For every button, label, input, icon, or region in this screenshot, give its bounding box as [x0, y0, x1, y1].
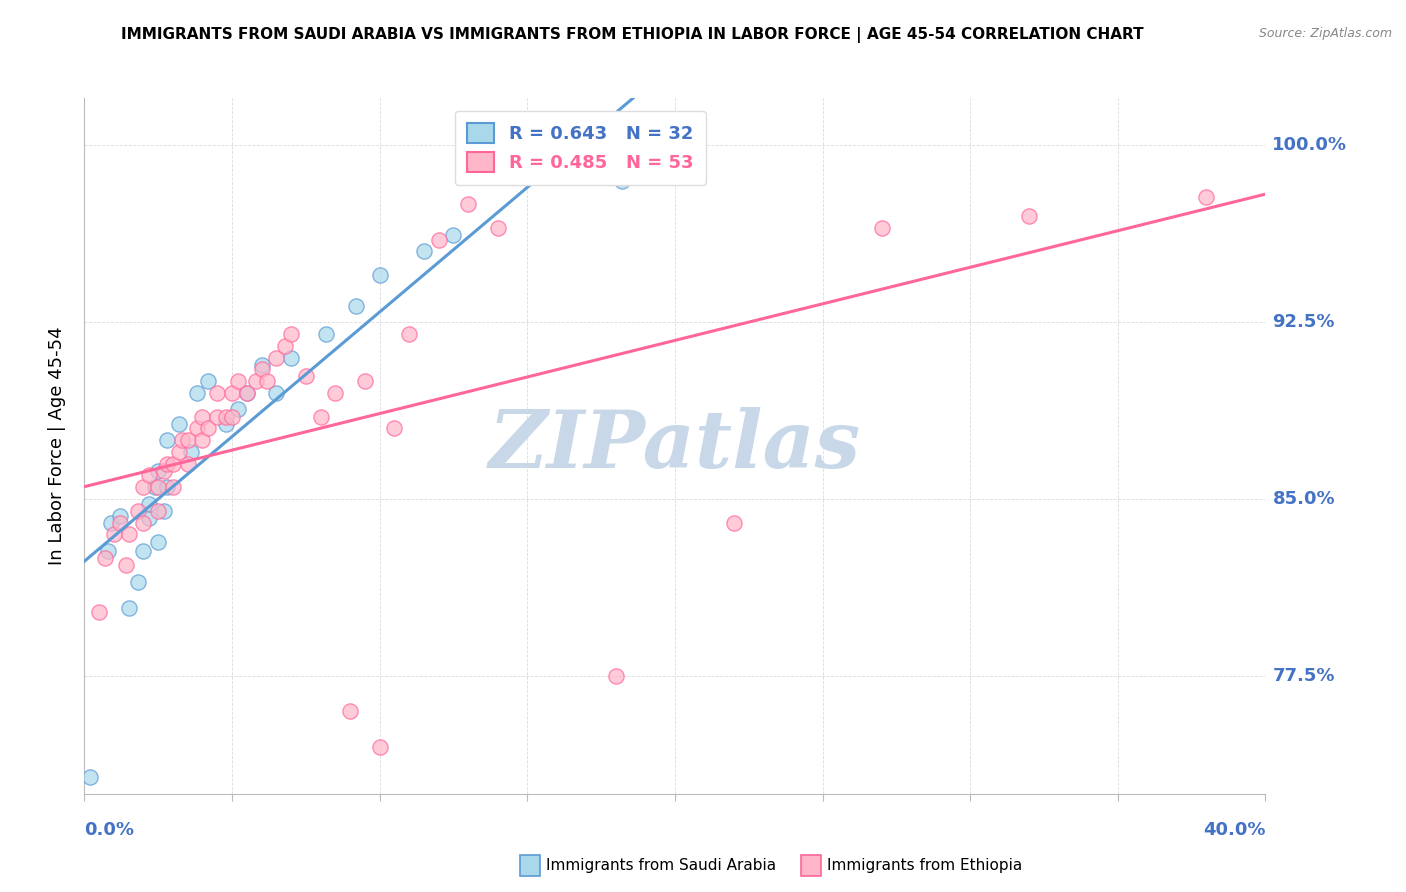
Text: IMMIGRANTS FROM SAUDI ARABIA VS IMMIGRANTS FROM ETHIOPIA IN LABOR FORCE | AGE 45: IMMIGRANTS FROM SAUDI ARABIA VS IMMIGRAN… — [121, 27, 1144, 43]
Point — [354, 374, 377, 388]
Point — [108, 508, 131, 523]
Point — [138, 511, 160, 525]
Point — [167, 417, 190, 431]
Text: 85.0%: 85.0% — [1272, 490, 1336, 508]
Point — [295, 369, 318, 384]
Point — [382, 421, 406, 435]
Point — [156, 480, 179, 494]
Point — [368, 268, 391, 282]
Text: ZIPatlas: ZIPatlas — [489, 408, 860, 484]
Point — [191, 433, 214, 447]
Point — [127, 504, 149, 518]
Point — [118, 600, 141, 615]
Point — [132, 544, 155, 558]
Text: Source: ZipAtlas.com: Source: ZipAtlas.com — [1258, 27, 1392, 40]
Y-axis label: In Labor Force | Age 45-54: In Labor Force | Age 45-54 — [48, 326, 66, 566]
Point — [177, 457, 200, 471]
Point — [170, 433, 193, 447]
Text: 0.0%: 0.0% — [84, 821, 135, 838]
Point — [264, 351, 288, 365]
Point — [605, 669, 627, 683]
Point — [114, 558, 136, 573]
Point — [723, 516, 745, 530]
Point — [162, 457, 184, 471]
Point — [870, 220, 893, 235]
Point — [235, 386, 259, 401]
Point — [280, 351, 302, 365]
Point — [180, 445, 202, 459]
Point — [256, 374, 278, 388]
Point — [156, 457, 179, 471]
Point — [486, 220, 509, 235]
Point — [132, 480, 155, 494]
Point — [138, 468, 160, 483]
Point — [100, 516, 122, 530]
Point — [197, 421, 219, 435]
Point — [457, 197, 479, 211]
Point — [344, 299, 367, 313]
Point — [245, 374, 267, 388]
Point — [186, 421, 208, 435]
Point — [132, 516, 155, 530]
Text: Immigrants from Saudi Arabia: Immigrants from Saudi Arabia — [546, 858, 776, 872]
Point — [191, 409, 214, 424]
Point — [610, 174, 633, 188]
Point — [103, 527, 125, 541]
Point — [186, 386, 208, 401]
Point — [118, 527, 141, 541]
Point — [215, 417, 238, 431]
Point — [148, 480, 170, 494]
Point — [87, 605, 111, 619]
Point — [156, 433, 179, 447]
Point — [274, 339, 297, 353]
Point — [427, 233, 450, 247]
Point — [1018, 209, 1040, 223]
Point — [127, 574, 149, 589]
Legend: R = 0.643   N = 32, R = 0.485   N = 53: R = 0.643 N = 32, R = 0.485 N = 53 — [454, 111, 706, 185]
Point — [138, 497, 160, 511]
Point — [264, 386, 288, 401]
Point — [413, 244, 436, 259]
Text: 100.0%: 100.0% — [1272, 136, 1347, 154]
Point — [167, 445, 190, 459]
Point — [226, 402, 249, 417]
Point — [197, 374, 219, 388]
Point — [162, 480, 184, 494]
Point — [323, 386, 347, 401]
Point — [143, 480, 166, 494]
Point — [398, 326, 420, 341]
Point — [441, 227, 464, 242]
Point — [235, 386, 259, 401]
Point — [368, 739, 391, 754]
Point — [221, 386, 243, 401]
Point — [339, 704, 361, 718]
Point — [148, 534, 170, 549]
Point — [1195, 190, 1218, 204]
Point — [153, 464, 176, 478]
Point — [97, 544, 120, 558]
Text: 92.5%: 92.5% — [1272, 313, 1334, 331]
Point — [79, 770, 101, 784]
Point — [148, 464, 170, 478]
Point — [205, 409, 228, 424]
Point — [108, 516, 131, 530]
Point — [640, 150, 662, 164]
Point — [94, 551, 117, 566]
Text: Immigrants from Ethiopia: Immigrants from Ethiopia — [827, 858, 1022, 872]
Point — [250, 362, 273, 376]
Point — [215, 409, 238, 424]
Point — [280, 326, 302, 341]
Point — [226, 374, 249, 388]
Point — [205, 386, 228, 401]
Point — [309, 409, 332, 424]
Point — [250, 358, 273, 372]
Point — [315, 326, 337, 341]
Point — [221, 409, 243, 424]
Text: 40.0%: 40.0% — [1204, 821, 1265, 838]
Point — [177, 433, 200, 447]
Point — [148, 504, 170, 518]
Text: 77.5%: 77.5% — [1272, 667, 1334, 685]
Point — [153, 504, 176, 518]
